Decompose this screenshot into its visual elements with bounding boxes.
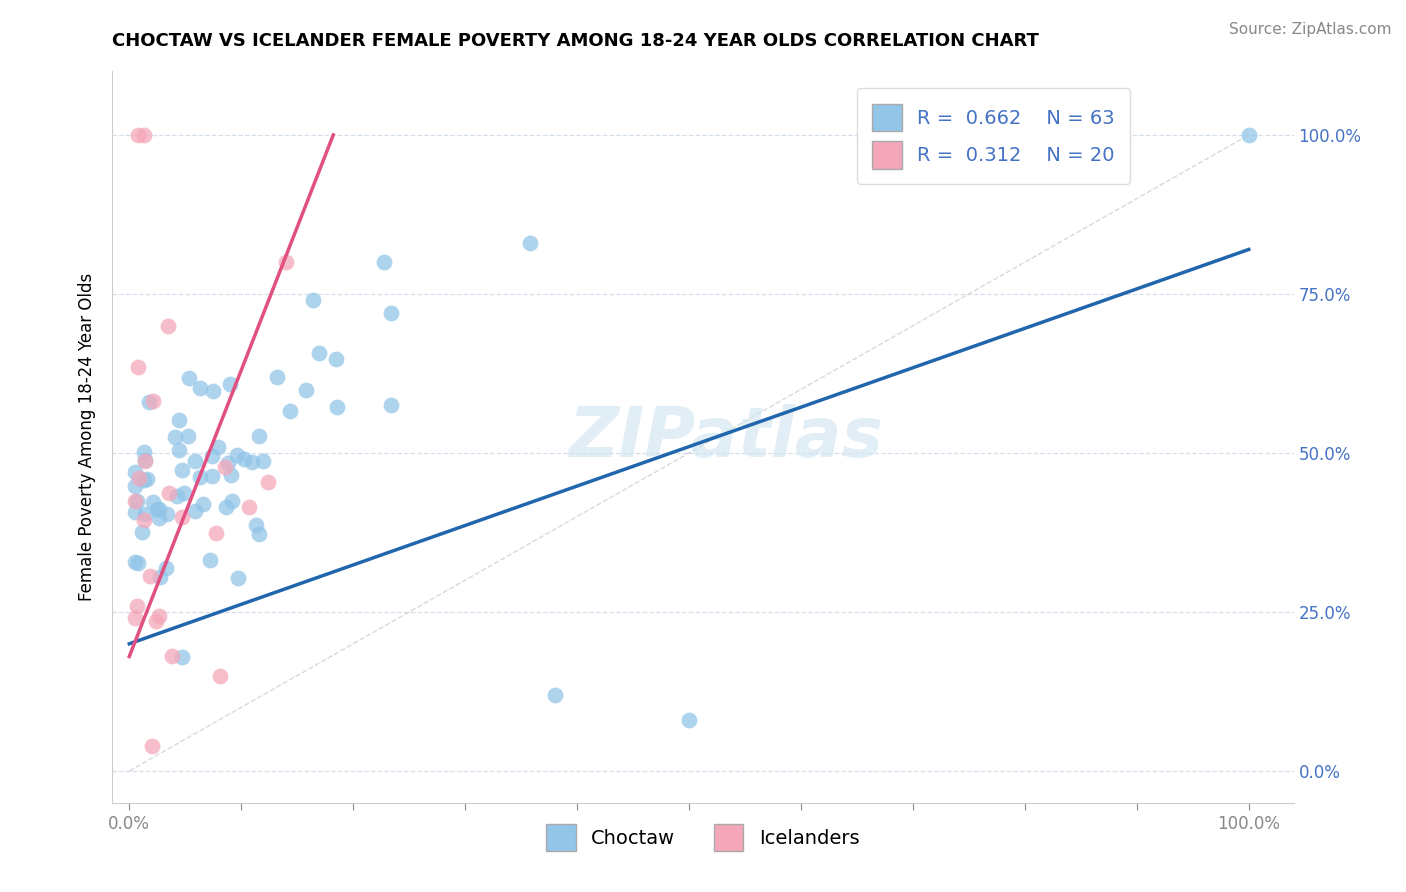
Point bbox=[215, 500, 238, 515]
Point bbox=[138, 568, 160, 582]
Point bbox=[142, 393, 165, 408]
Point bbox=[191, 496, 214, 510]
Point bbox=[373, 254, 395, 268]
Point bbox=[188, 469, 211, 483]
Point bbox=[138, 395, 160, 409]
Point bbox=[177, 429, 200, 443]
Point bbox=[245, 518, 267, 533]
Point bbox=[148, 501, 170, 516]
Point bbox=[145, 614, 167, 628]
Point bbox=[217, 456, 239, 470]
Point bbox=[155, 560, 177, 574]
Point bbox=[380, 306, 402, 320]
Point bbox=[127, 359, 149, 374]
Point bbox=[124, 465, 146, 479]
Text: CHOCTAW VS ICELANDER FEMALE POVERTY AMONG 18-24 YEAR OLDS CORRELATION CHART: CHOCTAW VS ICELANDER FEMALE POVERTY AMON… bbox=[112, 32, 1039, 50]
Point bbox=[326, 400, 349, 414]
Point bbox=[233, 452, 256, 467]
Point bbox=[149, 570, 172, 584]
Point bbox=[221, 467, 243, 482]
Point bbox=[257, 475, 280, 490]
Point bbox=[134, 452, 156, 467]
Legend: Choctaw, Icelanders: Choctaw, Icelanders bbox=[538, 816, 868, 859]
Point bbox=[266, 369, 288, 384]
Point bbox=[131, 524, 153, 539]
Point bbox=[308, 346, 330, 360]
Point bbox=[136, 472, 159, 486]
Point bbox=[208, 668, 231, 682]
Point bbox=[124, 479, 146, 493]
Point bbox=[170, 649, 193, 664]
Point bbox=[127, 128, 149, 142]
Point bbox=[201, 469, 224, 483]
Point bbox=[148, 510, 170, 524]
Point bbox=[142, 495, 165, 509]
Point bbox=[295, 383, 318, 397]
Point bbox=[134, 454, 156, 468]
Point bbox=[141, 739, 163, 753]
Point bbox=[157, 318, 180, 333]
Point bbox=[198, 553, 221, 567]
Point bbox=[124, 493, 146, 508]
Point bbox=[280, 403, 302, 417]
Point bbox=[252, 454, 274, 468]
Point bbox=[226, 448, 249, 462]
Point bbox=[156, 508, 179, 522]
Point bbox=[240, 455, 263, 469]
Point bbox=[160, 649, 183, 664]
Point bbox=[177, 370, 200, 384]
Text: Source: ZipAtlas.com: Source: ZipAtlas.com bbox=[1229, 22, 1392, 37]
Point bbox=[132, 473, 155, 487]
Point bbox=[238, 500, 260, 514]
Point bbox=[132, 513, 155, 527]
Point bbox=[157, 485, 180, 500]
Point bbox=[201, 450, 224, 464]
Point bbox=[134, 507, 156, 521]
Text: ZIPatlas: ZIPatlas bbox=[569, 403, 884, 471]
Point bbox=[167, 413, 190, 427]
Point bbox=[519, 236, 541, 251]
Point bbox=[125, 599, 148, 614]
Point bbox=[214, 460, 236, 475]
Point bbox=[184, 453, 207, 467]
Point bbox=[146, 501, 169, 516]
Point bbox=[128, 471, 150, 485]
Point bbox=[201, 384, 224, 398]
Point bbox=[544, 688, 567, 702]
Point bbox=[132, 444, 155, 458]
Point bbox=[172, 510, 194, 524]
Point bbox=[325, 351, 347, 366]
Point bbox=[219, 376, 242, 391]
Point bbox=[204, 526, 226, 541]
Y-axis label: Female Poverty Among 18-24 Year Olds: Female Poverty Among 18-24 Year Olds bbox=[77, 273, 96, 601]
Point bbox=[173, 486, 195, 500]
Point bbox=[167, 442, 190, 457]
Point bbox=[1237, 128, 1260, 142]
Point bbox=[124, 505, 146, 519]
Point bbox=[127, 494, 149, 508]
Point bbox=[274, 255, 297, 269]
Point bbox=[678, 713, 700, 727]
Point bbox=[226, 571, 249, 585]
Point bbox=[301, 293, 323, 308]
Point bbox=[380, 398, 402, 412]
Point bbox=[221, 494, 243, 508]
Point bbox=[127, 556, 149, 570]
Point bbox=[207, 440, 229, 454]
Point bbox=[148, 608, 170, 623]
Point bbox=[166, 489, 188, 503]
Point bbox=[1070, 128, 1092, 142]
Point bbox=[124, 555, 146, 569]
Point bbox=[172, 463, 194, 477]
Point bbox=[132, 128, 155, 142]
Point bbox=[190, 381, 212, 395]
Point bbox=[1070, 128, 1092, 142]
Point bbox=[247, 527, 270, 541]
Point bbox=[184, 504, 207, 518]
Point bbox=[249, 429, 271, 443]
Point bbox=[124, 611, 146, 625]
Point bbox=[163, 430, 186, 444]
